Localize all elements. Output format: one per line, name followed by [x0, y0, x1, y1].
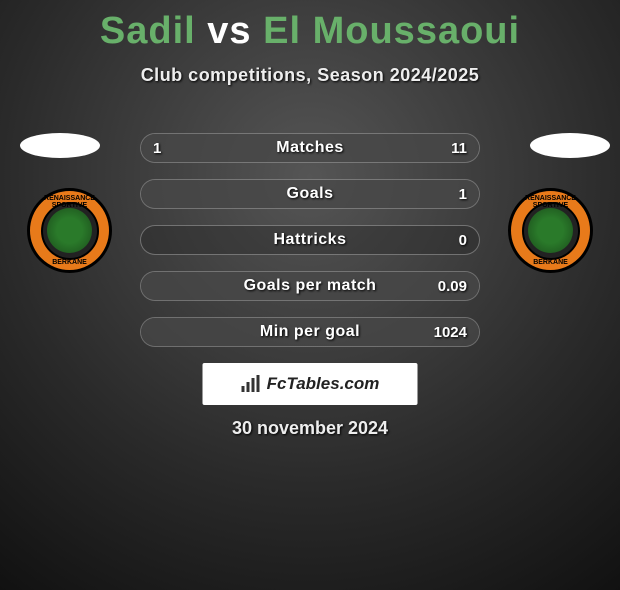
crest-text-top: RENAISSANCE SPORTIVE — [30, 195, 109, 209]
stat-bars: 1Matches11Goals1Hattricks0Goals per matc… — [140, 133, 480, 363]
crest-text-top: RENAISSANCE SPORTIVE — [511, 195, 590, 209]
stat-bar: 1Matches11 — [140, 133, 480, 163]
player1-name: Sadil — [100, 10, 196, 52]
bar-label: Goals per match — [141, 272, 479, 300]
region-right-icon — [530, 133, 610, 158]
crest-emblem-icon — [47, 208, 92, 253]
stat-bar: Goals per match0.09 — [140, 271, 480, 301]
crest-inner — [41, 202, 99, 260]
bar-value-right: 0 — [459, 226, 467, 254]
vs-text: vs — [207, 10, 251, 52]
bar-label: Hattricks — [141, 226, 479, 254]
crest-text-bottom: BERKANE — [533, 259, 568, 266]
bar-value-right: 11 — [451, 134, 467, 162]
crest-text-bottom: BERKANE — [52, 259, 87, 266]
club-crest-right: RENAISSANCE SPORTIVE BERKANE — [508, 188, 593, 273]
bar-value-right: 1024 — [434, 318, 467, 346]
stat-bar: Hattricks0 — [140, 225, 480, 255]
crest-emblem-icon — [528, 208, 573, 253]
site-logo: FcTables.com — [203, 363, 418, 405]
page-title: Sadil vs El Moussaoui — [0, 10, 620, 53]
player2-name: El Moussaoui — [263, 10, 520, 52]
bar-value-right: 0.09 — [438, 272, 467, 300]
stat-bar: Min per goal1024 — [140, 317, 480, 347]
logo-text: FcTables.com — [267, 374, 380, 394]
club-crest-left: RENAISSANCE SPORTIVE BERKANE — [27, 188, 112, 273]
bar-label: Min per goal — [141, 318, 479, 346]
bar-value-right: 1 — [459, 180, 467, 208]
stat-bar: Goals1 — [140, 179, 480, 209]
bar-label: Goals — [141, 180, 479, 208]
date-text: 30 november 2024 — [0, 418, 620, 439]
bars-icon — [241, 375, 263, 393]
region-left-icon — [20, 133, 100, 158]
subtitle: Club competitions, Season 2024/2025 — [0, 65, 620, 86]
crest-inner — [522, 202, 580, 260]
bar-label: Matches — [141, 134, 479, 162]
